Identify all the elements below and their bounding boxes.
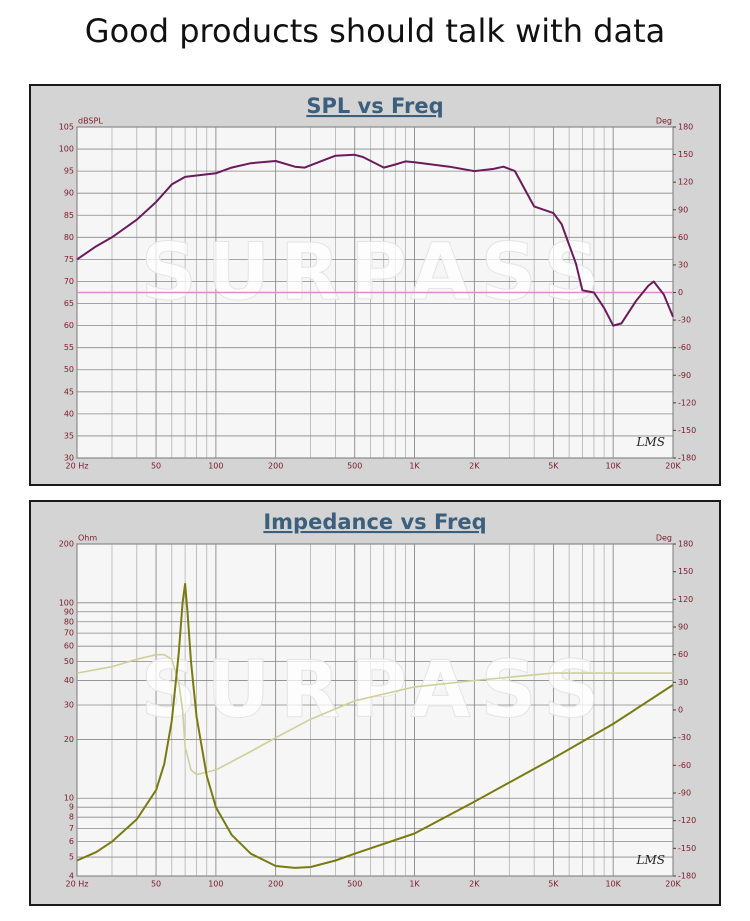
x-tick-label: 100 (208, 462, 223, 471)
y-tick-label: 80 (64, 617, 74, 626)
y2-tick-label: -90 (678, 371, 691, 380)
y-axis-label: Ohm (78, 534, 97, 543)
x-tick-label: 10K (605, 462, 621, 471)
y-tick-label: 45 (64, 387, 74, 396)
y2-tick-label: 30 (678, 260, 688, 269)
y2-tick-label: 180 (678, 123, 693, 132)
y2-tick-label: -60 (678, 343, 691, 352)
y-tick-label: 60 (64, 642, 74, 651)
y-tick-label: 50 (64, 365, 74, 374)
y2-tick-label: 90 (678, 623, 688, 632)
annotation: LMS (636, 435, 665, 449)
chart-title: SPL vs Freq (306, 94, 443, 118)
y2-tick-label: -30 (678, 733, 691, 742)
y2-tick-label: -180 (678, 454, 696, 463)
y2-tick-label: 90 (678, 205, 688, 214)
y-tick-label: 9 (69, 803, 74, 812)
x-tick-label: 2K (469, 462, 480, 471)
x-tick-label: 5K (548, 462, 559, 471)
y-tick-label: 85 (64, 211, 74, 220)
x-tick-label: 50 (151, 880, 161, 889)
x-tick-label: 200 (268, 880, 283, 889)
y-tick-label: 4 (69, 872, 74, 881)
x-tick-label: 500 (347, 880, 362, 889)
x-tick-label: 50 (151, 462, 161, 471)
x-tick-label: 5K (548, 880, 559, 889)
y2-tick-label: 150 (678, 567, 693, 576)
x-tick-label: 100 (208, 880, 223, 889)
y-tick-label: 100 (59, 598, 74, 607)
y2-tick-label: 120 (678, 595, 693, 604)
y-tick-label: 70 (64, 629, 74, 638)
y-tick-label: 7 (69, 824, 74, 833)
chart-title: Impedance vs Freq (263, 510, 486, 534)
y2-tick-label: 150 (678, 150, 693, 159)
y-tick-label: 80 (64, 233, 74, 242)
header-bg (0, 0, 750, 70)
y2-axis-label: Deg (656, 534, 672, 543)
x-tick-label: 200 (268, 462, 283, 471)
y-tick-label: 90 (64, 189, 74, 198)
y2-tick-label: 0 (678, 706, 683, 715)
y2-tick-label: 120 (678, 178, 693, 187)
x-tick-label: 2K (469, 880, 480, 889)
page-title: Good products should talk with data (85, 12, 665, 50)
y2-tick-label: 0 (678, 288, 683, 297)
y-tick-label: 75 (64, 255, 74, 264)
y-tick-label: 10 (64, 794, 74, 803)
y-tick-label: 100 (59, 145, 74, 154)
y-tick-label: 50 (64, 657, 74, 666)
x-tick-label: 20K (665, 880, 681, 889)
y-tick-label: 70 (64, 277, 74, 286)
x-tick-label: 1K (409, 880, 420, 889)
y-tick-label: 55 (64, 343, 74, 352)
series-line (76, 153, 674, 327)
y2-tick-label: -30 (678, 316, 691, 325)
x-tick-label: 10K (605, 880, 621, 889)
watermark: SURPASS (141, 228, 610, 318)
y2-tick-label: 180 (678, 540, 693, 549)
x-tick-label: 20 Hz (66, 880, 89, 889)
y2-axis-label: Deg (656, 117, 672, 126)
y-tick-label: 35 (64, 431, 74, 440)
x-tick-label: 20 Hz (66, 462, 89, 471)
y-tick-label: 105 (59, 123, 74, 132)
y2-tick-label: 30 (678, 678, 688, 687)
watermark: SURPASS (141, 645, 610, 735)
y2-tick-label: -150 (678, 426, 696, 435)
series-line (76, 653, 673, 776)
y-tick-label: 90 (64, 607, 74, 616)
y2-tick-label: -90 (678, 789, 691, 798)
y-tick-label: 20 (64, 735, 74, 744)
y2-tick-label: -180 (678, 872, 696, 881)
y-tick-label: 5 (69, 853, 74, 862)
x-tick-label: 20K (665, 462, 681, 471)
y2-tick-label: -120 (678, 816, 696, 825)
y-tick-label: 200 (59, 540, 74, 549)
y2-tick-label: -60 (678, 761, 691, 770)
annotation: LMS (636, 853, 665, 867)
y-tick-label: 30 (64, 454, 74, 463)
x-tick-label: 1K (409, 462, 420, 471)
y-tick-label: 6 (69, 837, 74, 846)
y-axis-label: dBSPL (78, 117, 103, 126)
y-tick-label: 30 (64, 701, 74, 710)
plot-area (76, 543, 674, 877)
y2-tick-label: 60 (678, 650, 688, 659)
y2-tick-label: -150 (678, 844, 696, 853)
y2-tick-label: 60 (678, 233, 688, 242)
y2-tick-label: -120 (678, 398, 696, 407)
y-tick-label: 8 (69, 813, 74, 822)
y-tick-label: 40 (64, 409, 74, 418)
x-tick-label: 500 (347, 462, 362, 471)
y-tick-label: 40 (64, 676, 74, 685)
y-tick-label: 65 (64, 299, 74, 308)
y-tick-label: 95 (64, 167, 74, 176)
series-line (76, 582, 674, 869)
y-tick-label: 60 (64, 321, 74, 330)
